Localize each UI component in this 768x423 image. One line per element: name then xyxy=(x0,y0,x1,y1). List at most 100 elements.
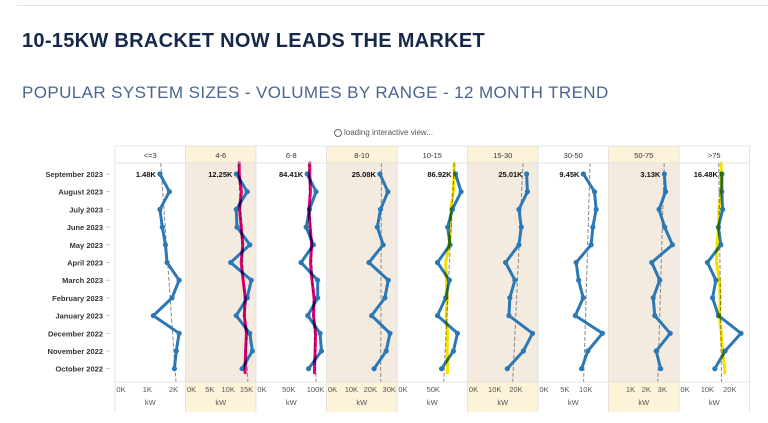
x-tick-label: 100K xyxy=(307,385,325,394)
row-label: February 2023 xyxy=(52,294,103,303)
data-point xyxy=(157,171,163,177)
data-point xyxy=(387,330,393,336)
data-point xyxy=(248,277,254,283)
highlight-line xyxy=(444,161,456,375)
panel-10_15: 10-15 0K 50K kW 86.92K xyxy=(396,146,464,412)
row-label: June 2023 xyxy=(67,223,103,232)
loading-text: loading interactive view... xyxy=(344,128,433,137)
data-point xyxy=(576,277,582,283)
panel-header: >75 xyxy=(708,151,721,160)
data-point xyxy=(518,224,524,230)
trend-line xyxy=(160,162,177,383)
data-point xyxy=(162,242,169,248)
data-point xyxy=(298,259,304,266)
data-point xyxy=(658,366,664,372)
x-tick-label: 0K xyxy=(328,385,337,394)
data-point xyxy=(166,189,172,195)
data-point xyxy=(502,259,509,266)
row-label: July 2023 xyxy=(69,205,103,214)
data-point xyxy=(377,171,383,177)
data-point xyxy=(446,277,453,283)
row-label: September 2023 xyxy=(45,170,103,179)
data-point xyxy=(516,206,522,212)
panel-header: 4-6 xyxy=(215,151,226,160)
data-point xyxy=(382,295,388,301)
data-point xyxy=(591,189,598,195)
data-point xyxy=(315,277,321,283)
chart-subtitle: POPULAR SYSTEM SIZES - VOLUMES BY RANGE … xyxy=(22,83,609,102)
x-axis-label: kW xyxy=(286,398,298,407)
panel-header: 50-75 xyxy=(634,151,653,160)
data-point xyxy=(385,277,391,283)
data-point xyxy=(454,330,461,336)
x-tick-label: 10K xyxy=(221,385,234,394)
x-tick-label: 0K xyxy=(539,385,548,394)
data-point xyxy=(516,242,522,248)
data-point xyxy=(523,171,530,177)
data-point xyxy=(315,295,321,301)
x-tick-label: 50K xyxy=(427,385,440,394)
data-label: 16.48K xyxy=(694,170,719,179)
data-label: 1.48K xyxy=(136,170,157,179)
x-axis-label: kW xyxy=(709,398,721,407)
row-label: October 2022 xyxy=(55,365,103,374)
data-point xyxy=(656,206,662,212)
data-point xyxy=(383,348,389,354)
data-point xyxy=(369,313,375,319)
data-point xyxy=(657,277,663,283)
data-label: 25.01K xyxy=(498,170,523,179)
data-point xyxy=(512,277,518,283)
panel-axis-bg xyxy=(608,382,679,412)
panel-50_75: 50-75 1K 2K 3K kW 3.13K xyxy=(608,146,679,412)
data-point xyxy=(524,189,531,195)
x-tick-label: 10K xyxy=(345,385,358,394)
data-point xyxy=(720,206,726,212)
row-label: May 2023 xyxy=(70,241,103,250)
data-label: 25.08K xyxy=(352,170,377,179)
x-tick-label: 10K xyxy=(488,385,501,394)
trend-line xyxy=(512,162,524,383)
row-label: November 2022 xyxy=(48,347,103,356)
data-point xyxy=(313,189,319,195)
panel-header-bg xyxy=(608,146,679,163)
trend-line xyxy=(583,162,591,383)
panel-header: 6-8 xyxy=(286,151,297,160)
panel-8_10: 8-10 0K 10K 20K 30K kW 25.08K xyxy=(326,146,397,412)
panel-header: 10-15 xyxy=(423,151,442,160)
x-tick-label: 20K xyxy=(723,385,736,394)
data-point xyxy=(171,366,177,372)
data-point xyxy=(438,366,445,372)
x-tick-label: 0K xyxy=(116,385,125,394)
data-point xyxy=(305,366,312,372)
data-point xyxy=(233,313,239,319)
panel-header-bg xyxy=(326,146,397,163)
x-tick-label: 3K xyxy=(658,385,667,394)
data-point xyxy=(458,189,464,195)
series-line xyxy=(504,173,535,370)
panel-6_8: 6-8 0K 50K 100K kW 84.41K xyxy=(255,146,325,412)
data-point xyxy=(529,330,536,336)
panel-header: 30-50 xyxy=(564,151,583,160)
data-point xyxy=(159,224,165,230)
highlight-line xyxy=(237,161,249,375)
x-tick-label: 0K xyxy=(680,385,689,394)
panel-axis-bg xyxy=(326,382,397,412)
panel-header: 15-30 xyxy=(493,151,512,160)
data-point xyxy=(652,313,658,319)
data-point xyxy=(713,277,719,283)
panel-__3: <=3 0K 1K 2K kW 1.48K xyxy=(114,146,182,412)
data-label: 84.41K xyxy=(279,170,304,179)
data-point xyxy=(233,206,239,212)
data-point xyxy=(580,295,586,301)
data-point xyxy=(662,224,668,230)
data-point xyxy=(520,348,526,354)
data-point xyxy=(385,189,391,195)
data-label: 9.45K xyxy=(559,170,580,179)
panel-header-bg xyxy=(185,146,256,163)
data-point xyxy=(650,295,656,301)
panel-axis-bg xyxy=(185,382,256,412)
x-tick-label: 10K xyxy=(701,385,714,394)
